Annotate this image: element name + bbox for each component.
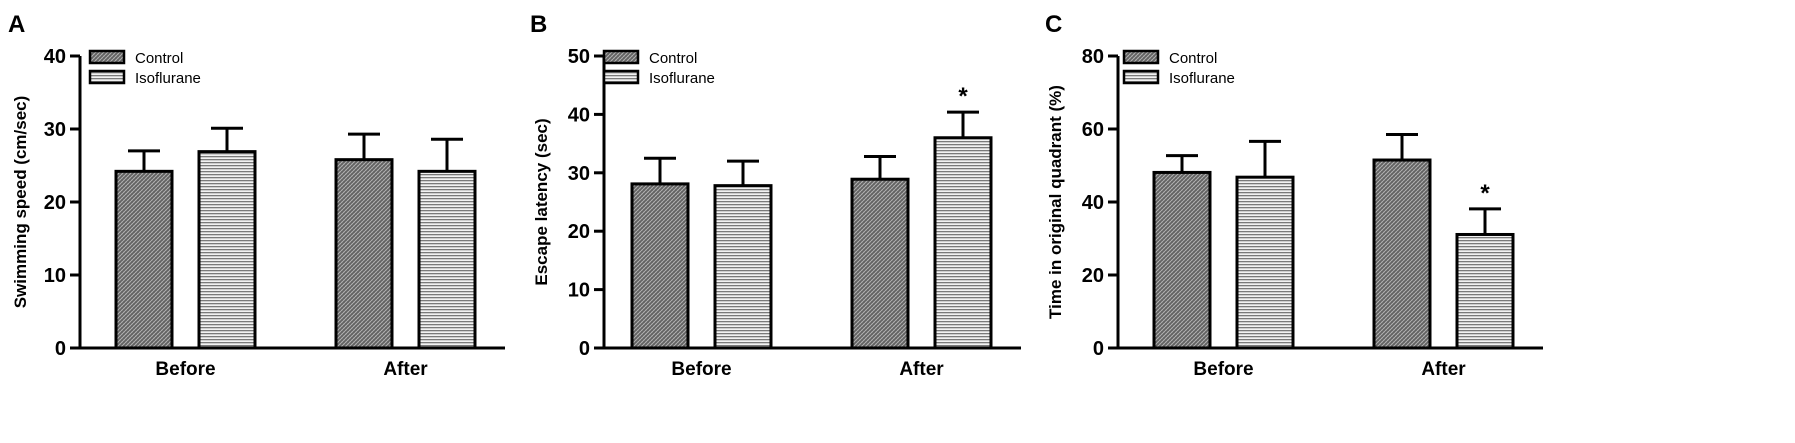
chart-panel-c: C Time in original quadrant (%) 0 20 40 60 80 B…	[1045, 11, 1543, 380]
y-tick-label: 40	[568, 104, 590, 126]
bar-control-after	[1372, 158, 1432, 350]
bar-control-before	[114, 169, 174, 350]
y-tick-label: 40	[44, 46, 66, 68]
bar-isoflurane-before	[713, 184, 773, 350]
bar-control-after	[850, 177, 910, 350]
legend-swatch-isoflurane	[1122, 69, 1160, 85]
panel-label: C	[1045, 11, 1062, 38]
legend-label-isoflurane: Isoflurane	[135, 70, 201, 87]
y-tick-label: 30	[44, 119, 66, 141]
y-tick-label: 40	[1082, 192, 1104, 214]
bar-control-after	[334, 158, 394, 350]
legend-label-control: Control	[649, 50, 697, 67]
x-tick-label-after: After	[1421, 359, 1466, 380]
chart-panel-b: B Escape latency (sec) 0 10 20 30 40 50 Before * A…	[530, 11, 1021, 380]
y-tick-label: 30	[568, 163, 590, 185]
y-tick-label: 60	[1082, 119, 1104, 141]
x-tick-label-after: After	[383, 359, 428, 380]
x-tick-label-before: Before	[671, 359, 731, 380]
significance-marker: *	[1480, 180, 1490, 207]
legend-label-isoflurane: Isoflurane	[649, 70, 715, 87]
bar-control-before	[1152, 170, 1212, 350]
legend-label-control: Control	[135, 50, 183, 67]
legend-label-isoflurane: Isoflurane	[1169, 70, 1235, 87]
x-tick-label-before: Before	[1193, 359, 1253, 380]
legend-swatch-isoflurane	[88, 69, 126, 85]
bar-isoflurane-after	[417, 169, 477, 350]
y-tick-label: 20	[44, 192, 66, 214]
y-tick-label: 50	[568, 46, 590, 68]
y-tick-label: 20	[1082, 265, 1104, 287]
x-tick-label-after: After	[899, 359, 944, 380]
y-axis-title: Escape latency (sec)	[532, 118, 551, 285]
bar-control-before	[630, 182, 690, 350]
panel-label: B	[530, 11, 547, 38]
significance-marker: *	[958, 83, 968, 110]
y-axis-title: Swimming speed (cm/sec)	[11, 96, 30, 309]
chart-panel-a: A Swimming speed (cm/sec) 0 10 20 30 40 Before A…	[8, 11, 505, 380]
legend-swatch-isoflurane	[602, 69, 640, 85]
y-tick-label: 80	[1082, 46, 1104, 68]
legend-swatch-control	[602, 49, 640, 65]
y-axis-title: Time in original quadrant (%)	[1046, 85, 1065, 319]
legend-swatch-control	[1122, 49, 1160, 65]
legend-swatch-control	[88, 49, 126, 65]
y-tick-label: 20	[568, 221, 590, 243]
y-tick-label: 10	[44, 265, 66, 287]
panel-label: A	[8, 11, 25, 38]
bar-isoflurane-before	[197, 150, 257, 350]
y-tick-label: 10	[568, 280, 590, 302]
y-tick-label: 0	[55, 338, 66, 360]
x-tick-label-before: Before	[155, 359, 215, 380]
legend-label-control: Control	[1169, 50, 1217, 67]
y-tick-label: 0	[1093, 338, 1104, 360]
y-tick-label: 0	[579, 338, 590, 360]
bar-isoflurane-after	[933, 136, 993, 350]
bar-isoflurane-before	[1235, 175, 1295, 350]
bar-isoflurane-after	[1455, 232, 1515, 350]
